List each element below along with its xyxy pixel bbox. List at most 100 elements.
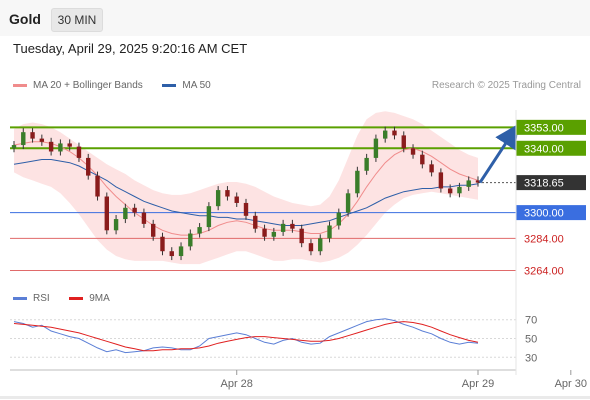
legend-ma20-label: MA 20 + Bollinger Bands (33, 80, 143, 91)
price-label-text: 3340.00 (524, 143, 564, 155)
candle (48, 137, 54, 156)
timestamp: Tuesday, April 29, 2025 9:20:16 AM CET (13, 41, 248, 56)
price-label-text: 3264.00 (524, 266, 564, 278)
candle (271, 227, 277, 241)
candle-body (401, 135, 406, 149)
price-label-text: 3300.00 (524, 208, 564, 220)
rsi-axis-label: 50 (525, 334, 537, 346)
candle-body (355, 170, 360, 194)
candle (151, 219, 156, 241)
candle-body (318, 238, 323, 252)
price-label-3: 3300.00 (516, 205, 586, 221)
candle-body (48, 141, 54, 152)
candle (113, 215, 119, 235)
candle (141, 208, 147, 228)
price-label-box (516, 140, 586, 156)
price-label-text: 3318.65 (524, 178, 564, 190)
candle (197, 223, 202, 238)
candle (318, 234, 323, 256)
candle (299, 224, 304, 248)
chart-legend: MA 20 + Bollinger Bands MA 50 (13, 80, 211, 91)
candle-body (438, 172, 444, 189)
x-tick-label: Apr 30 (555, 378, 587, 390)
candle-body (345, 193, 351, 213)
candle-body (475, 180, 481, 183)
rsi-axis-label: 70 (525, 315, 537, 327)
price-label-box (516, 205, 586, 221)
price-label-box (516, 119, 586, 135)
candle (447, 184, 453, 198)
legend-rsi-label: RSI (33, 293, 50, 304)
candle (132, 203, 137, 217)
candle (466, 176, 471, 191)
candle-body (262, 228, 267, 237)
candle (76, 142, 82, 162)
candle-body (308, 243, 314, 252)
candle-body (160, 236, 165, 252)
candle-body (447, 188, 453, 194)
candle-body (243, 202, 249, 216)
candle (206, 202, 212, 232)
candle-body (383, 130, 388, 139)
candle (243, 198, 249, 220)
candle (327, 221, 332, 243)
candle-body (95, 175, 100, 197)
x-tick-label: Apr 29 (462, 378, 494, 390)
candle-body (151, 223, 156, 237)
candle (345, 189, 351, 217)
credit-text: Research © 2025 Trading Central (431, 80, 581, 91)
candle-body (30, 132, 35, 139)
candle (280, 219, 286, 236)
candle (30, 128, 35, 143)
candle-body (215, 190, 221, 207)
forecast-arrow (478, 123, 519, 184)
candle-body (197, 227, 202, 234)
bottom-border (0, 396, 590, 399)
candle-body (466, 180, 471, 187)
candle (67, 139, 72, 151)
candle-body (420, 154, 425, 165)
candle-body (364, 157, 369, 171)
price-label-1: 3340.00 (516, 140, 586, 156)
candle (429, 160, 434, 177)
legend-ma50-label: MA 50 (182, 80, 211, 91)
candle (308, 239, 314, 256)
candle-body (141, 212, 147, 224)
candle-body (132, 207, 137, 213)
rsi-swatch (13, 297, 27, 300)
candle-body (169, 251, 174, 257)
candle (11, 141, 17, 153)
ma20-line (13, 141, 479, 236)
price-label-0: 3353.00 (516, 119, 586, 135)
candle-body (86, 157, 91, 176)
candle-body (299, 228, 304, 244)
candle-body (234, 196, 239, 203)
candle (355, 166, 360, 198)
candle (262, 224, 267, 241)
candle-body (123, 207, 128, 220)
candle (401, 131, 406, 153)
candle-body (39, 138, 45, 142)
candle (364, 153, 369, 175)
price-label-2: 3318.65 (516, 175, 586, 191)
timeframe-button[interactable]: 30 MIN (51, 8, 103, 32)
candle (39, 134, 45, 146)
candle-body (67, 143, 72, 147)
candle-body (327, 225, 332, 239)
candle (392, 126, 397, 140)
legend-rsi-ma-label: 9MA (89, 293, 110, 304)
candle-body (58, 143, 63, 152)
rsi-line (13, 318, 479, 354)
candle-body (11, 145, 17, 149)
candle (290, 219, 295, 233)
candle-body (188, 233, 193, 247)
candle (21, 128, 26, 150)
candle (169, 247, 174, 261)
candle (373, 134, 379, 162)
rsi-legend: RSI 9MA (13, 293, 110, 304)
candle (178, 242, 184, 261)
candle-body (76, 146, 82, 158)
price-label-box (516, 175, 586, 191)
instrument-title: Gold (9, 11, 41, 27)
candle-body (113, 219, 119, 231)
